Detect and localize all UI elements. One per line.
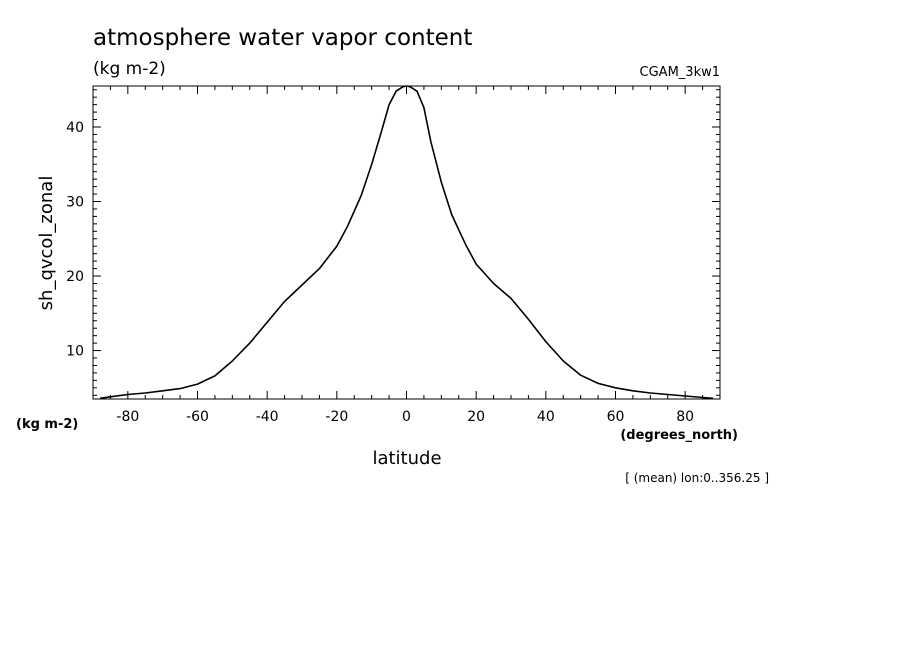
chart-units-subtitle: (kg m-2) <box>93 59 166 79</box>
y-axis-title: sh_qvcol_zonal <box>36 176 57 311</box>
x-tick-label: 80 <box>676 409 694 425</box>
y-tick-label: 30 <box>66 195 84 211</box>
x-tick-label: -20 <box>325 409 348 425</box>
y-axis-ticks <box>93 126 720 352</box>
x-tick-label: 20 <box>467 409 485 425</box>
y-axis-tick-labels: 10 20 30 40 <box>66 120 84 360</box>
x-axis-units: (degrees_north) <box>620 428 738 443</box>
x-axis-tick-labels: -80 -60 -40 -20 0 20 40 60 80 <box>116 409 694 425</box>
y-axis-minor-ticks <box>93 89 720 396</box>
y-axis-units: (kg m-2) <box>16 417 78 432</box>
x-tick-label: 0 <box>402 409 411 425</box>
x-tick-label: -80 <box>116 409 139 425</box>
footnote: [ (mean) lon:0..356.25 ] <box>625 471 769 485</box>
x-axis-minor-ticks <box>92 86 721 399</box>
chart-title: atmosphere water vapor content <box>93 25 472 51</box>
y-tick-label: 40 <box>66 120 84 136</box>
series-line <box>99 85 714 400</box>
x-axis-ticks <box>127 86 686 399</box>
plot-frame <box>92 85 721 400</box>
x-tick-label: 60 <box>607 409 625 425</box>
x-axis-title: latitude <box>372 448 441 469</box>
y-tick-label: 20 <box>66 269 84 285</box>
run-label: CGAM_3kw1 <box>640 65 720 80</box>
x-tick-label: -60 <box>186 409 209 425</box>
x-tick-label: 40 <box>537 409 555 425</box>
y-tick-label: 10 <box>66 344 84 360</box>
x-tick-label: -40 <box>256 409 279 425</box>
